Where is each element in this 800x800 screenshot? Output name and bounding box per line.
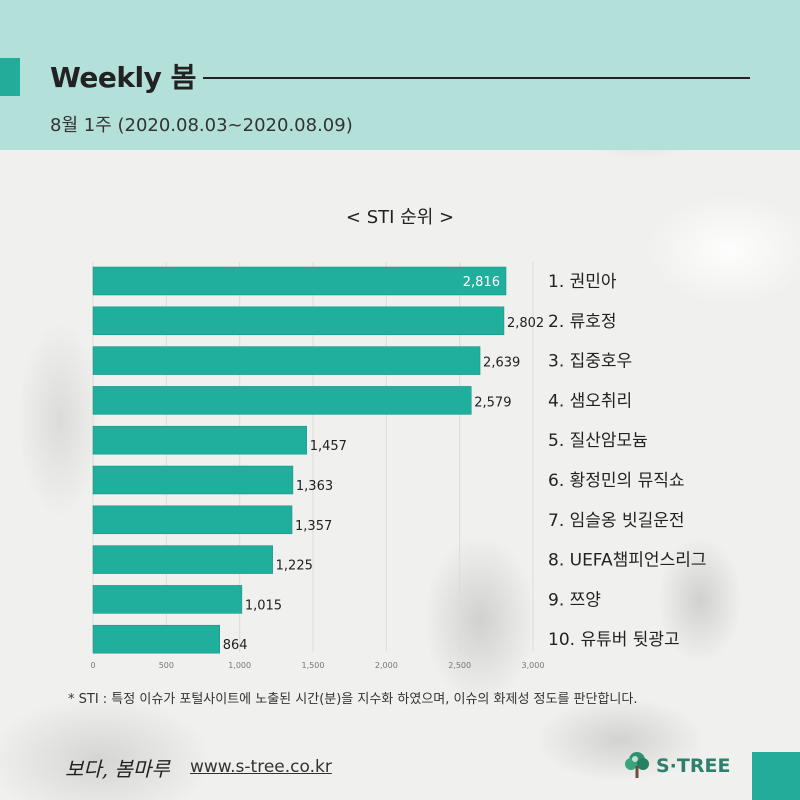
- page-subtitle: 8월 1주 (2020.08.03~2020.08.09): [50, 115, 353, 136]
- bar: [92, 386, 472, 415]
- bar: [92, 465, 294, 495]
- bar: [92, 266, 507, 296]
- bar: [92, 306, 505, 336]
- category-label: 7. 임슬옹 빗길운전: [548, 511, 685, 531]
- category-label: 10. 유튜버 뒷광고: [548, 630, 680, 650]
- header-accent-tab: [0, 58, 20, 96]
- data-label: 1,225: [276, 559, 313, 574]
- category-label: 1. 권민아: [548, 272, 617, 292]
- x-tick-label: 0: [90, 661, 95, 670]
- data-label: 1,363: [296, 479, 333, 494]
- category-label: 2. 류호정: [548, 312, 617, 332]
- x-tick-label: 3,000: [522, 661, 545, 670]
- footer-url-link[interactable]: www.s-tree.co.kr: [190, 757, 332, 777]
- category-label: 5. 질산암모늄: [548, 431, 648, 451]
- category-label: 9. 쯔양: [548, 590, 601, 610]
- corner-accent: [752, 752, 800, 800]
- page-title: Weekly 봄: [50, 61, 196, 94]
- footer-logo: 보다, 봄마루: [65, 757, 170, 781]
- data-label: 2,816: [463, 275, 500, 290]
- x-tick-label: 2,500: [448, 661, 471, 670]
- category-label: 6. 황정민의 뮤직쇼: [548, 471, 685, 491]
- x-tick-label: 500: [159, 661, 174, 670]
- brand-logo: S·TREE: [622, 750, 742, 782]
- x-tick-label: 1,500: [302, 661, 325, 670]
- bar: [92, 505, 293, 535]
- data-label: 1,015: [245, 598, 282, 613]
- bar: [92, 545, 273, 574]
- tree-icon: [625, 752, 649, 778]
- footnote: * STI : 특정 이슈가 포털사이트에 노출된 시간(분)을 지수화 하였으…: [68, 692, 638, 707]
- bar: [92, 425, 307, 455]
- category-label: 8. UEFA챔피언스리그: [548, 551, 707, 571]
- category-label: 4. 샘오취리: [548, 391, 632, 411]
- data-label: 1,357: [295, 519, 332, 534]
- title-rule: [203, 77, 750, 79]
- bar: [92, 624, 220, 654]
- data-label: 864: [223, 638, 248, 653]
- brand-name: S·TREE: [656, 755, 731, 777]
- bar: [92, 585, 243, 614]
- chart-title: < STI 순위 >: [345, 207, 455, 228]
- bar: [92, 346, 481, 375]
- category-label: 3. 집중호우: [548, 352, 632, 372]
- header-band: Weekly 봄 8월 1주 (2020.08.03~2020.08.09): [0, 0, 800, 150]
- data-label: 2,579: [474, 395, 511, 410]
- data-label: 1,457: [310, 439, 347, 454]
- data-label: 2,639: [483, 356, 520, 371]
- x-tick-label: 1,000: [228, 661, 251, 670]
- data-label: 2,802: [507, 316, 544, 331]
- x-tick-label: 2,000: [375, 661, 398, 670]
